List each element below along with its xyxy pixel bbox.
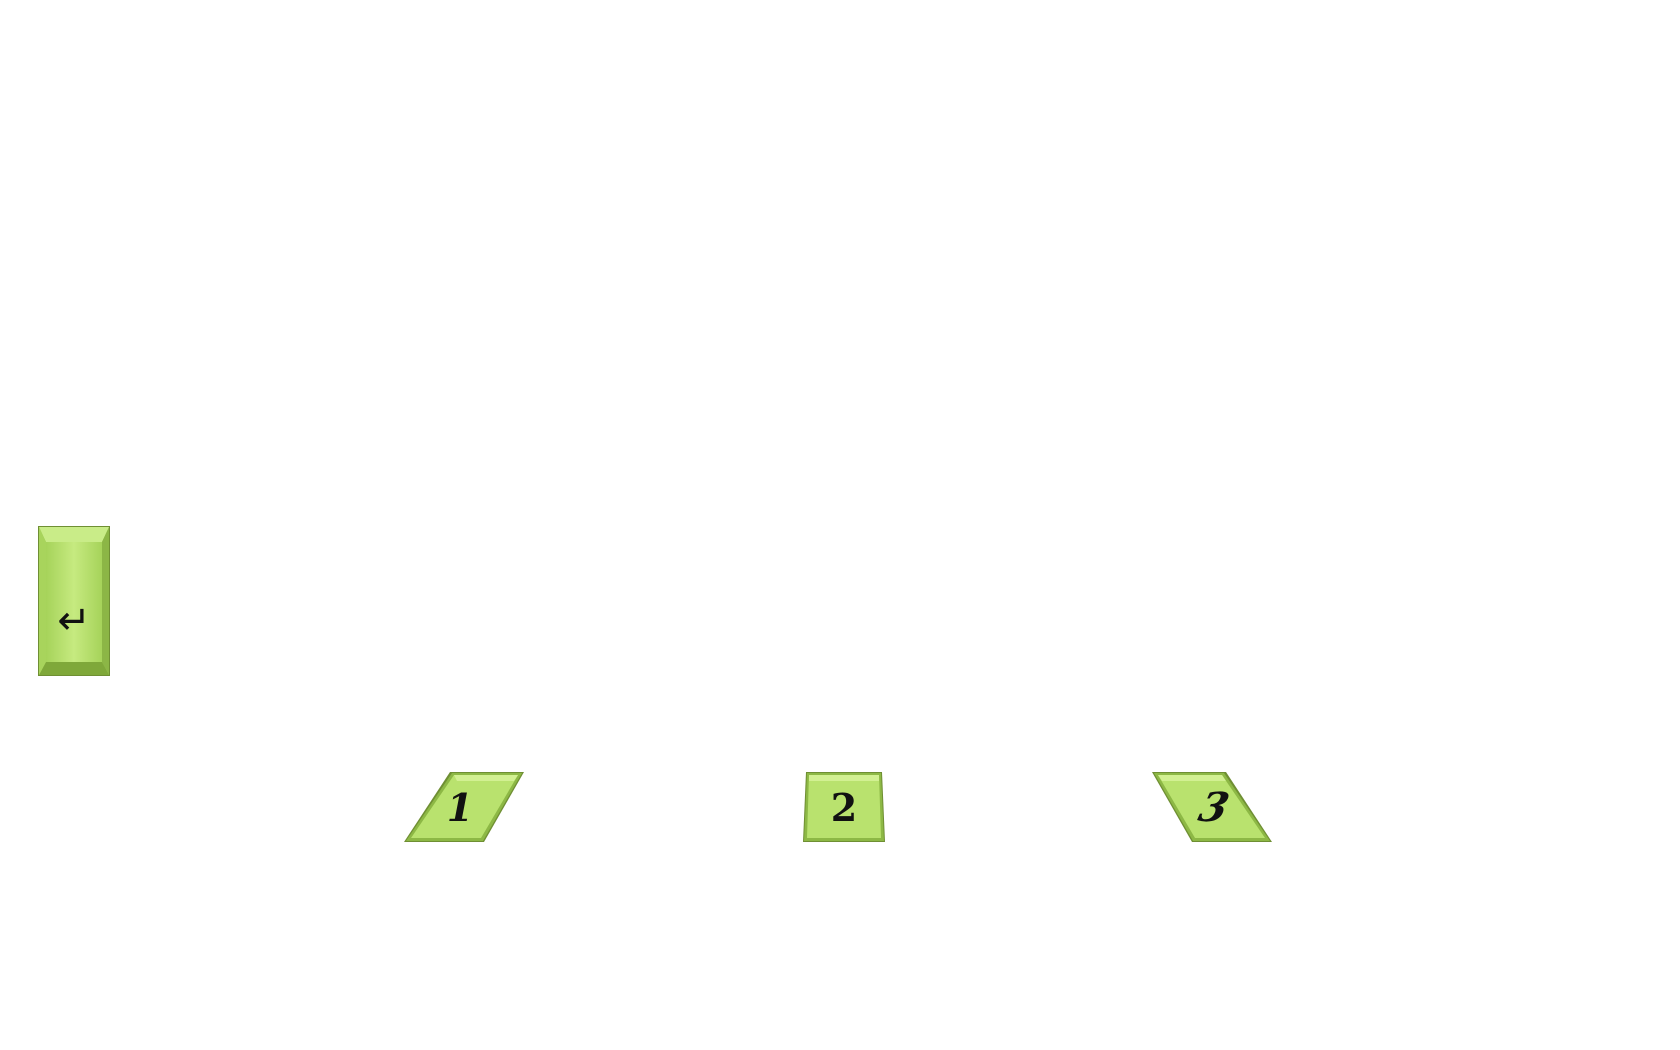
- option-2-key[interactable]: 2: [803, 772, 885, 842]
- option-1-key-shape: [404, 772, 524, 842]
- option-2-key-shape: [803, 772, 885, 842]
- option-1-key[interactable]: 1: [404, 772, 524, 842]
- enter-key-shape: [38, 526, 110, 676]
- option-3-key-shape: [1152, 772, 1272, 842]
- enter-key[interactable]: ↵: [38, 526, 110, 676]
- option-3-key[interactable]: 3: [1152, 772, 1272, 842]
